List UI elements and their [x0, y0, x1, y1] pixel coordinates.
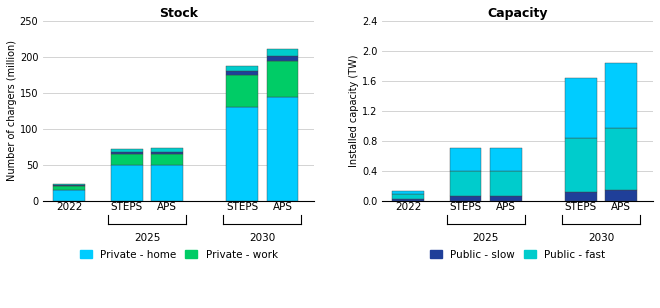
Bar	[111, 152, 143, 154]
Text: 2030: 2030	[249, 233, 275, 243]
Text: 2025: 2025	[134, 233, 160, 243]
Bar	[490, 171, 522, 196]
Bar	[151, 154, 183, 165]
Bar	[53, 184, 85, 185]
Bar	[605, 128, 637, 190]
Bar	[226, 75, 258, 107]
Bar	[490, 196, 522, 201]
Bar	[226, 71, 258, 75]
Bar	[449, 148, 482, 171]
Y-axis label: Installed capacity (TW): Installed capacity (TW)	[349, 55, 359, 167]
Bar	[392, 191, 424, 194]
Bar	[565, 78, 597, 138]
Title: Stock: Stock	[159, 7, 198, 20]
Legend: Public - slow, Public - fast: Public - slow, Public - fast	[426, 245, 610, 264]
Bar	[267, 96, 298, 201]
Bar	[449, 196, 482, 201]
Bar	[151, 165, 183, 201]
Bar	[449, 171, 482, 196]
Bar	[53, 185, 85, 186]
Bar	[151, 152, 183, 154]
Y-axis label: Number of chargers (million): Number of chargers (million)	[7, 40, 17, 181]
Bar	[605, 63, 637, 128]
Bar	[111, 154, 143, 165]
Bar	[490, 148, 522, 171]
Bar	[111, 165, 143, 201]
Bar	[392, 194, 424, 199]
Text: 2025: 2025	[473, 233, 499, 243]
Bar	[565, 192, 597, 201]
Bar	[267, 56, 298, 61]
Bar	[565, 138, 597, 192]
Bar	[226, 66, 258, 71]
Bar	[53, 186, 85, 190]
Bar	[151, 148, 183, 152]
Bar	[267, 49, 298, 56]
Bar	[53, 190, 85, 201]
Bar	[226, 107, 258, 201]
Text: 2030: 2030	[588, 233, 614, 243]
Bar	[267, 61, 298, 96]
Title: Capacity: Capacity	[487, 7, 548, 20]
Bar	[111, 149, 143, 152]
Bar	[392, 199, 424, 201]
Bar	[605, 190, 637, 201]
Legend: Private - home, Private - work: Private - home, Private - work	[75, 245, 282, 264]
